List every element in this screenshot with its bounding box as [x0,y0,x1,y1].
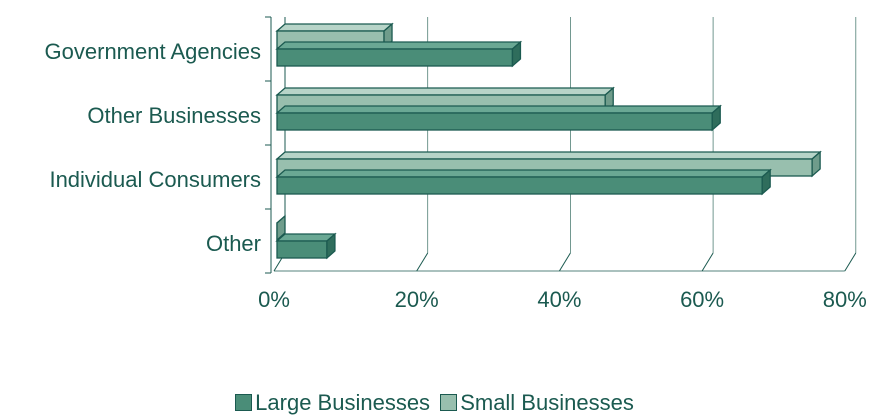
bar-large-0 [275,40,523,68]
legend-swatch-small [440,394,458,411]
bar-small-3 [276,214,286,242]
floor-line-4 [844,252,857,272]
bar-large-2 [275,168,772,196]
floor-line-2 [558,252,571,272]
bar-large-3 [275,232,337,260]
bar-large-1 [275,104,722,132]
category-label: Other Businesses [87,103,261,128]
legend-item-small: Small Businesses [440,391,634,415]
x-tick-label: 20% [395,287,439,312]
x-tick-label: 60% [680,287,724,312]
legend-item-large: Large Businesses [235,391,430,415]
category-label: Other [206,231,261,256]
category-label: Government Agencies [45,39,261,64]
legend-swatch-large [235,394,253,411]
category-label: Individual Consumers [49,167,261,192]
x-tick-label: 80% [823,287,867,312]
x-tick-label: 0% [258,287,290,312]
x-tick-label: 40% [537,287,581,312]
legend-label-small: Small Businesses [460,390,634,415]
legend: Large Businesses Small Businesses [0,391,869,415]
legend-label-large: Large Businesses [255,390,431,415]
floor-line-3 [701,252,714,272]
floor-line-1 [416,252,429,272]
